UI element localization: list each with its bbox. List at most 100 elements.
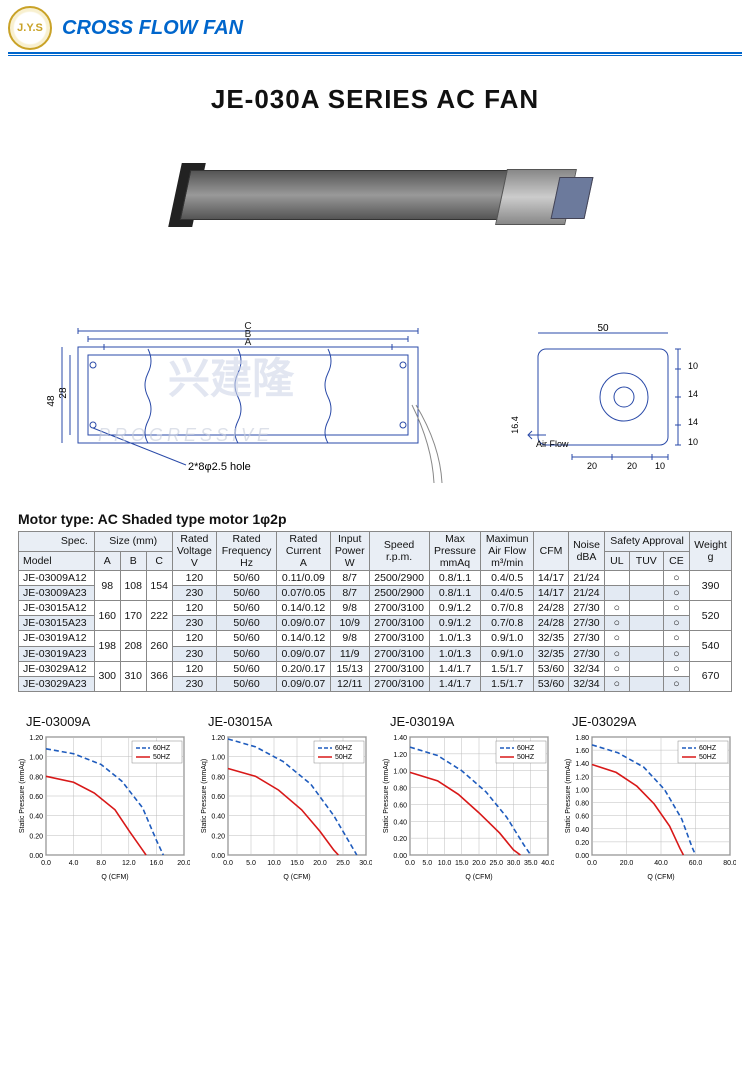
svg-text:60HZ: 60HZ — [517, 745, 535, 752]
svg-text:1.40: 1.40 — [575, 761, 589, 768]
svg-text:Static Pressure (mmAq): Static Pressure (mmAq) — [19, 759, 26, 833]
svg-text:15.0: 15.0 — [290, 860, 304, 867]
svg-text:1.20: 1.20 — [211, 735, 225, 742]
svg-text:20.0: 20.0 — [472, 860, 486, 867]
svg-text:0.60: 0.60 — [575, 813, 589, 820]
svg-text:5.0: 5.0 — [246, 860, 256, 867]
svg-text:0.80: 0.80 — [393, 785, 407, 792]
svg-text:8.0: 8.0 — [96, 860, 106, 867]
svg-text:10: 10 — [688, 437, 698, 447]
svg-text:1.00: 1.00 — [211, 754, 225, 761]
svg-text:0.00: 0.00 — [393, 853, 407, 860]
svg-text:Q (CFM): Q (CFM) — [647, 874, 674, 881]
svg-text:60HZ: 60HZ — [335, 745, 353, 752]
chart-title: JE-03019A — [378, 714, 554, 729]
page-header: J.Y.S CROSS FLOW FAN — [0, 0, 750, 52]
svg-text:0.0: 0.0 — [41, 860, 51, 867]
svg-text:Static Pressure (mmAq): Static Pressure (mmAq) — [565, 759, 572, 833]
divider-thin — [8, 55, 742, 56]
svg-text:0.80: 0.80 — [211, 774, 225, 781]
svg-text:1.00: 1.00 — [29, 754, 43, 761]
svg-text:0.20: 0.20 — [29, 833, 43, 840]
page-title: JE-030A SERIES AC FAN — [0, 84, 750, 115]
svg-text:50HZ: 50HZ — [335, 754, 353, 761]
svg-text:50HZ: 50HZ — [517, 754, 535, 761]
svg-text:1.60: 1.60 — [575, 748, 589, 755]
svg-text:5.0: 5.0 — [422, 860, 432, 867]
svg-text:0.80: 0.80 — [29, 774, 43, 781]
svg-text:25.0: 25.0 — [336, 860, 350, 867]
svg-text:50HZ: 50HZ — [699, 754, 717, 761]
svg-text:14: 14 — [688, 389, 698, 399]
svg-text:20: 20 — [587, 461, 597, 471]
svg-text:10: 10 — [655, 461, 665, 471]
svg-text:0.40: 0.40 — [211, 813, 225, 820]
svg-text:20: 20 — [627, 461, 637, 471]
svg-text:10: 10 — [688, 361, 698, 371]
svg-text:80.0: 80.0 — [723, 860, 736, 867]
fan-barrel — [180, 170, 511, 220]
motor-type-label: Motor type: AC Shaded type motor 1φ2p — [18, 511, 732, 527]
svg-text:30.0: 30.0 — [507, 860, 521, 867]
watermark-en: PROGRESSIVE — [98, 425, 273, 446]
svg-text:14: 14 — [688, 417, 698, 427]
svg-text:1.00: 1.00 — [575, 787, 589, 794]
svg-text:1.20: 1.20 — [393, 752, 407, 759]
svg-text:10.0: 10.0 — [267, 860, 281, 867]
svg-text:1.00: 1.00 — [393, 768, 407, 775]
svg-text:Q (CFM): Q (CFM) — [283, 874, 310, 881]
svg-text:1.40: 1.40 — [393, 735, 407, 742]
svg-text:50HZ: 50HZ — [153, 754, 171, 761]
svg-text:1.80: 1.80 — [575, 735, 589, 742]
table-row: JE-03009A129810815412050/600.11/0.098/72… — [19, 571, 732, 586]
dimension-svg: CBA48282*8φ2.5 hole5010141410202010Air F… — [18, 285, 732, 495]
chart-title: JE-03009A — [14, 714, 190, 729]
svg-text:0.20: 0.20 — [575, 840, 589, 847]
svg-text:28: 28 — [58, 387, 69, 399]
svg-text:0.0: 0.0 — [405, 860, 415, 867]
svg-text:Static Pressure (mmAq): Static Pressure (mmAq) — [383, 759, 390, 833]
svg-text:40.0: 40.0 — [654, 860, 668, 867]
svg-text:0.0: 0.0 — [587, 860, 597, 867]
svg-text:16.4: 16.4 — [510, 416, 520, 434]
svg-text:30.0: 30.0 — [359, 860, 372, 867]
svg-text:4.0: 4.0 — [69, 860, 79, 867]
svg-text:0.00: 0.00 — [29, 853, 43, 860]
svg-text:35.0: 35.0 — [524, 860, 538, 867]
svg-text:0.40: 0.40 — [29, 813, 43, 820]
svg-text:12.0: 12.0 — [122, 860, 136, 867]
svg-text:48: 48 — [46, 395, 57, 407]
svg-text:0.80: 0.80 — [575, 800, 589, 807]
svg-text:0.60: 0.60 — [393, 802, 407, 809]
svg-text:20.0: 20.0 — [313, 860, 327, 867]
svg-text:60HZ: 60HZ — [699, 745, 717, 752]
table-row: JE-03029A1230031036612050/600.20/0.1715/… — [19, 661, 732, 676]
spec-table: Spec.Size (mm)RatedVoltageVRatedFrequenc… — [18, 531, 732, 692]
brand-title: CROSS FLOW FAN — [62, 17, 243, 40]
chart: JE-03019A0.000.200.400.600.801.001.201.4… — [378, 714, 554, 881]
brand-logo: J.Y.S — [8, 6, 52, 50]
svg-text:20.0: 20.0 — [620, 860, 634, 867]
svg-text:Q (CFM): Q (CFM) — [101, 874, 128, 881]
svg-text:0.60: 0.60 — [211, 794, 225, 801]
svg-text:16.0: 16.0 — [150, 860, 164, 867]
svg-text:0.40: 0.40 — [393, 819, 407, 826]
svg-text:50: 50 — [597, 323, 609, 334]
chart: JE-03015A0.000.200.400.600.801.001.200.0… — [196, 714, 372, 881]
svg-text:2*8φ2.5 hole: 2*8φ2.5 hole — [188, 461, 251, 473]
svg-text:0.00: 0.00 — [575, 853, 589, 860]
table-row: JE-03019A1219820826012050/600.14/0.129/8… — [19, 631, 732, 646]
fan-motor — [551, 177, 594, 219]
svg-text:0.40: 0.40 — [575, 826, 589, 833]
chart: JE-03009A0.000.200.400.600.801.001.200.0… — [14, 714, 190, 881]
svg-text:0.20: 0.20 — [211, 833, 225, 840]
product-photo — [155, 135, 595, 265]
svg-text:25.0: 25.0 — [489, 860, 503, 867]
svg-text:60HZ: 60HZ — [153, 745, 171, 752]
svg-text:40.0: 40.0 — [541, 860, 554, 867]
svg-text:Static Pressure (mmAq): Static Pressure (mmAq) — [201, 759, 208, 833]
svg-text:10.0: 10.0 — [438, 860, 452, 867]
table-row: JE-03015A1216017022212050/600.14/0.129/8… — [19, 601, 732, 616]
svg-text:Q (CFM): Q (CFM) — [465, 874, 492, 881]
svg-text:Air Flow: Air Flow — [536, 439, 569, 449]
